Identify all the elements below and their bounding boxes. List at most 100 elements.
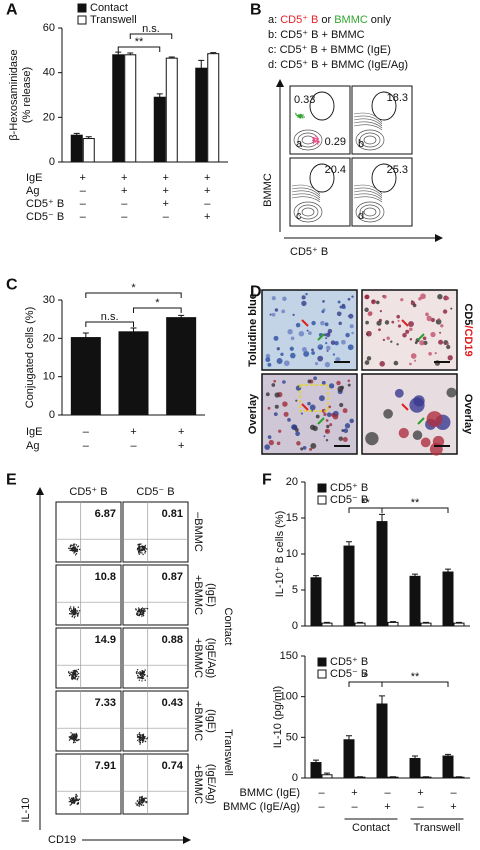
cell (402, 332, 407, 338)
condition-sign: + (121, 185, 127, 197)
event-dot (136, 549, 139, 551)
plot-letter: a (296, 138, 303, 150)
event-dot (140, 676, 142, 679)
event-dot (143, 674, 145, 676)
event-dot (146, 548, 148, 550)
condition-sign: – (80, 198, 87, 210)
event-dot (140, 674, 142, 677)
cell (382, 294, 387, 299)
micrograph-label: Toluidine blue (247, 293, 259, 367)
cell (283, 411, 289, 417)
condition-sign: + (450, 801, 456, 813)
event-dot (68, 736, 71, 738)
gate (309, 91, 335, 121)
event-dot (136, 669, 139, 671)
contour (293, 201, 323, 223)
cell (265, 357, 271, 363)
cell (269, 313, 272, 316)
cell (396, 343, 399, 346)
event-dot (70, 798, 73, 800)
bar (453, 622, 465, 627)
cell (339, 402, 344, 408)
row-label: +BMMC (192, 638, 204, 678)
error-bar (324, 621, 330, 624)
cell (339, 305, 343, 309)
cell (320, 320, 325, 326)
error-bar (168, 56, 175, 59)
cell (276, 358, 283, 364)
event-dot (72, 674, 75, 676)
event-dot (68, 672, 70, 674)
cell (290, 352, 296, 359)
event-dot (71, 671, 73, 673)
significance-bracket (85, 321, 134, 327)
event-dot (137, 674, 139, 677)
event-dot (76, 671, 79, 673)
legend-label: CD5⁺ B (330, 482, 368, 494)
event-dot (73, 617, 76, 619)
y-tick-label: 50 (286, 731, 298, 743)
event-dot (70, 608, 72, 610)
event-dot (146, 801, 148, 803)
legend-line: b: CD5⁺ B + BMMC (268, 29, 365, 41)
event-dot (144, 550, 147, 552)
event-dot (73, 545, 75, 547)
event-dot (74, 673, 76, 676)
cell (337, 300, 341, 304)
event-dot (76, 795, 78, 797)
arrow (317, 333, 325, 341)
cell (414, 359, 417, 362)
condition-sign: – (163, 211, 170, 223)
event-dot (71, 674, 73, 677)
y-tick-label: 0 (49, 409, 55, 421)
contour (355, 129, 385, 151)
event-dot (69, 547, 71, 550)
event-dot (143, 545, 145, 548)
event-dot (139, 547, 141, 549)
contour (353, 112, 383, 123)
event-dot (142, 738, 144, 741)
error-bar (324, 772, 330, 775)
condition-sign: + (204, 211, 210, 223)
contour (353, 115, 383, 125)
condition-label: CD5⁻ B (26, 211, 64, 223)
event-dot (144, 669, 146, 671)
event-dot (74, 735, 76, 738)
cell (268, 439, 274, 446)
cell (430, 331, 436, 338)
significance-label: n.s. (101, 311, 119, 323)
contour (355, 201, 385, 223)
significance-label: * (363, 671, 368, 683)
event-dot (138, 543, 140, 545)
bar (442, 755, 454, 779)
event-dot (72, 549, 74, 551)
y-axis-label: (% release) (21, 67, 33, 123)
condition-label: CD5⁺ B (26, 198, 64, 210)
bar (453, 776, 465, 779)
cell (365, 320, 369, 325)
condition-sign: – (121, 198, 128, 210)
error-bar (390, 621, 396, 623)
cell (300, 412, 303, 415)
event-dot (299, 114, 301, 116)
cell (303, 350, 310, 357)
error-bar (178, 314, 185, 318)
event-dot (295, 114, 297, 116)
event-dot (141, 545, 144, 548)
y-axis-label: BMMC (262, 173, 274, 207)
significance-bracket (133, 307, 182, 313)
event-dot (145, 797, 147, 799)
event-dot (136, 800, 139, 802)
cell (326, 424, 330, 429)
contour (353, 121, 383, 129)
event-dot (75, 611, 77, 613)
event-dot (142, 670, 145, 673)
event-dot (141, 798, 143, 800)
cell (409, 327, 413, 332)
gate-value: 18.3 (387, 92, 408, 104)
cell (274, 404, 279, 409)
event-dot (72, 802, 74, 804)
event-dot (76, 675, 78, 677)
bar (82, 138, 95, 163)
